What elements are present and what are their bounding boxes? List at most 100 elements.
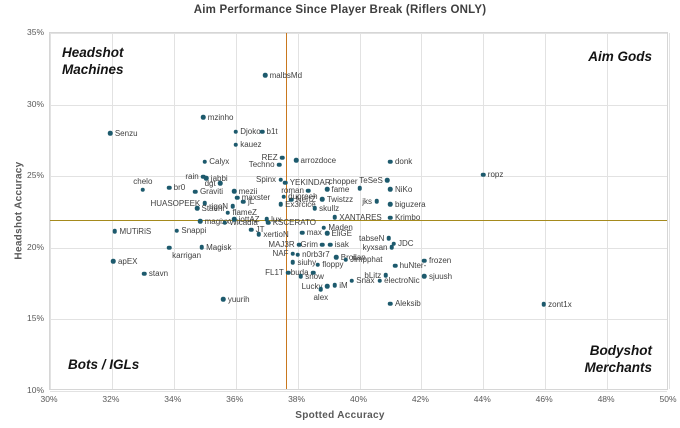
- data-point-label: lux: [271, 214, 282, 224]
- data-point-label: Senzu: [114, 128, 138, 138]
- y-tick-label: 30%: [26, 98, 44, 109]
- data-point-label: KSCERATO: [272, 218, 316, 228]
- data-point-label: jL: [247, 197, 255, 207]
- data-point-label: electroNic: [384, 276, 420, 286]
- data-point-label: TeSeS: [359, 175, 383, 185]
- data-point-dot: [221, 297, 226, 302]
- data-point-label: mezii: [238, 186, 258, 196]
- data-point-label: Spinx: [256, 175, 277, 185]
- data-point-dot: [279, 155, 285, 160]
- data-point-dot: [217, 181, 223, 186]
- data-point-label: donk: [394, 157, 413, 167]
- vertical-gridline: [483, 33, 485, 389]
- data-point-dot: [248, 227, 254, 233]
- data-point-dot: [324, 186, 330, 192]
- data-point-dot: [388, 215, 393, 220]
- data-point-dot: [324, 231, 330, 236]
- data-point-label: snow: [305, 271, 324, 281]
- crosshair-horizontal-line: [50, 219, 667, 222]
- data-point-label: kauez: [240, 140, 262, 150]
- data-point-label: yuurih: [227, 294, 250, 304]
- data-point-dot: [385, 178, 390, 183]
- quadrant-label-bodyshot-merchants: Bodyshot Merchants: [584, 343, 652, 375]
- data-point-dot: [233, 142, 238, 147]
- data-point-label: frozen: [428, 256, 452, 266]
- data-point-label: huNter-: [399, 261, 427, 271]
- data-point-dot: [231, 216, 237, 222]
- data-point-label: isak: [334, 240, 349, 250]
- data-point-label: REZ: [261, 153, 278, 163]
- data-point-label: Wicadia: [229, 218, 258, 228]
- data-point-dot: [197, 219, 203, 224]
- data-point-label: mzinho: [207, 112, 234, 122]
- x-axis-title: Spotted Accuracy: [295, 410, 385, 421]
- data-point-dot: [222, 220, 228, 225]
- data-point-label: n0rb3r7: [302, 250, 330, 260]
- data-point-dot: [200, 115, 206, 120]
- data-point-dot: [194, 206, 200, 211]
- data-point-dot: [349, 278, 354, 283]
- data-point-label: max: [306, 228, 322, 238]
- data-point-dot: [343, 257, 348, 263]
- data-point-label: JDC: [398, 239, 414, 248]
- vertical-gridline: [545, 33, 547, 389]
- data-point-dot: [264, 216, 269, 222]
- data-point-dot: [422, 274, 427, 279]
- data-point-label: NertZ: [295, 195, 316, 205]
- x-tick-label: 42%: [411, 394, 429, 404]
- horizontal-gridline: [50, 391, 667, 392]
- data-point-label: buda: [290, 268, 309, 278]
- data-point-dot: [332, 214, 337, 220]
- data-point-label: EliGE: [331, 228, 352, 238]
- data-point-dot: [111, 259, 116, 264]
- data-point-dot: [204, 176, 209, 181]
- data-point-label: br0: [173, 183, 186, 193]
- data-point-label: Lucky: [301, 281, 323, 291]
- horizontal-gridline: [50, 176, 667, 178]
- data-point-dot: [481, 172, 486, 178]
- x-tick-label: 30%: [40, 394, 58, 404]
- data-point-dot: [377, 278, 382, 283]
- data-point-label: FL1T: [265, 268, 284, 278]
- data-point-label: Twistzz: [326, 194, 354, 204]
- horizontal-gridline: [50, 104, 667, 106]
- y-tick-label: 25%: [26, 170, 44, 181]
- x-tick-label: 32%: [102, 394, 120, 404]
- data-point-label: arrozdoce: [300, 155, 337, 165]
- data-point-dot: [321, 225, 327, 230]
- data-point-label: skullz: [319, 203, 340, 213]
- quadrant-label-bots-igls: Bots / IGLs: [68, 357, 140, 372]
- data-point-dot: [112, 229, 118, 234]
- horizontal-gridline: [50, 33, 667, 34]
- data-point-dot: [327, 242, 333, 248]
- vertical-gridline: [111, 33, 113, 389]
- data-point-dot: [225, 210, 231, 215]
- y-tick-label: 15%: [26, 313, 44, 324]
- data-point-dot: [386, 236, 392, 241]
- data-point-dot: [422, 258, 427, 263]
- data-point-label: maxster: [241, 193, 271, 203]
- data-point-label: Magisk: [206, 242, 232, 252]
- data-point-dot: [166, 245, 172, 251]
- data-point-dot: [262, 72, 268, 78]
- data-point-dot: [256, 231, 262, 237]
- data-point-label: Grim: [300, 240, 318, 250]
- data-point-dot: [241, 199, 246, 205]
- vertical-gridline: [669, 33, 670, 389]
- vertical-gridline: [297, 33, 299, 389]
- data-point-label: Techno: [248, 160, 275, 170]
- x-tick-label: 48%: [597, 394, 615, 404]
- vertical-gridline: [173, 33, 175, 389]
- vertical-gridline: [421, 33, 423, 389]
- data-point-label: xertioN: [263, 229, 289, 239]
- data-point-label: fame: [331, 184, 350, 194]
- data-point-label: Snappi: [181, 226, 207, 236]
- data-point-label: apEX: [117, 256, 138, 266]
- data-point-dot: [320, 196, 325, 202]
- data-point-dot: [290, 259, 296, 265]
- data-point-label: Graviti: [199, 187, 224, 197]
- data-point-dot: [389, 244, 395, 250]
- data-point-label: NiKo: [394, 184, 413, 194]
- data-point-label: dupreeh: [288, 192, 318, 202]
